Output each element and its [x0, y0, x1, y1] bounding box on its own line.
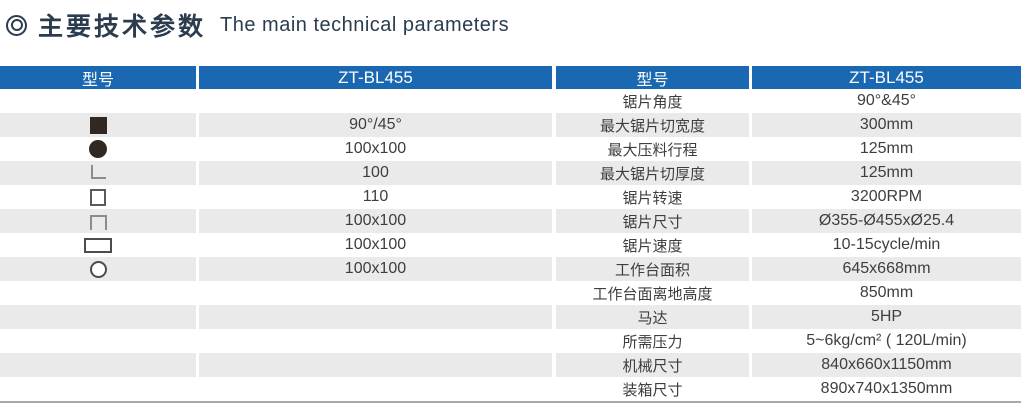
page-title-chinese: 主要技术参数 — [38, 13, 207, 41]
header-model-label-left: 型号 — [0, 66, 196, 89]
value-cell: 300mm — [752, 113, 1021, 137]
circle-outline-icon — [89, 260, 107, 278]
shape-cell — [0, 137, 196, 161]
value-cell: 125mm — [859, 140, 914, 157]
param-name-cell: 锯片角度 — [622, 93, 683, 111]
shape-cell — [0, 281, 196, 305]
table-header-row: 型号 ZT-BL455 型号 ZT-BL455 — [0, 66, 1021, 89]
param-name-cell: 马达 — [556, 305, 749, 329]
value-cell: 850mm — [859, 284, 914, 301]
parameters-table: 型号 ZT-BL455 型号 ZT-BL455 锯片角度 90°&45° 90°… — [0, 66, 1021, 403]
header-model-label-right: 型号 — [556, 66, 749, 89]
left-value-cell — [199, 281, 552, 305]
param-name-cell: 最大锯片切宽度 — [556, 113, 749, 137]
param-name-cell: 锯片速度 — [622, 237, 683, 255]
param-name-cell: 最大压料行程 — [607, 141, 698, 159]
table-row: 100x100 锯片速度 10-15cycle/min — [0, 233, 1021, 257]
shape-cell — [0, 209, 196, 233]
value-cell: 5HP — [752, 305, 1021, 329]
table-body: 锯片角度 90°&45° 90°/45° 最大锯片切宽度 300mm 100x1… — [0, 89, 1021, 401]
param-name-cell: 机械尺寸 — [556, 353, 749, 377]
param-name-cell: 工作台面离地高度 — [592, 285, 713, 303]
angle-icon — [90, 165, 106, 179]
double-circle-bullet-icon — [6, 14, 27, 36]
table-row: 锯片角度 90°&45° — [0, 89, 1021, 113]
table-row: 100x100 最大压料行程 125mm — [0, 137, 1021, 161]
left-value-cell — [199, 305, 552, 329]
section-title: 主要技术参数 The main technical parameters — [6, 7, 509, 43]
value-cell: 10-15cycle/min — [832, 236, 941, 253]
table-row: 工作台面离地高度 850mm — [0, 281, 1021, 305]
shape-cell — [0, 257, 196, 281]
param-name-cell: 锯片转速 — [622, 189, 683, 207]
table-row: 机械尺寸 840x660x1150mm — [0, 353, 1021, 377]
shape-cell — [0, 329, 196, 353]
left-value-cell: 90°/45° — [199, 113, 552, 137]
value-cell: 645x668mm — [752, 257, 1021, 281]
shape-cell — [0, 305, 196, 329]
left-value-cell: 100x100 — [199, 257, 552, 281]
square-filled-icon — [89, 116, 107, 134]
value-cell: 890x740x1350mm — [820, 380, 953, 397]
param-name-cell: 锯片尺寸 — [556, 209, 749, 233]
left-value-cell: 100x100 — [344, 140, 407, 157]
left-value-cell: 100x100 — [344, 236, 407, 253]
square-outline-icon — [90, 188, 106, 206]
page-title-english: The main technical parameters — [220, 13, 510, 36]
left-value-cell: 110 — [362, 188, 389, 205]
shape-cell — [0, 161, 196, 185]
table-row: 110 锯片转速 3200RPM — [0, 185, 1021, 209]
param-name-cell: 工作台面积 — [556, 257, 749, 281]
shape-cell — [0, 377, 196, 401]
double-circle-bullet-inner — [10, 19, 23, 31]
left-value-cell: 100x100 — [199, 209, 552, 233]
table-row: 100x100 锯片尺寸 Ø355-Ø455xØ25.4 — [0, 209, 1021, 233]
shape-cell — [0, 353, 196, 377]
left-value-cell — [199, 353, 552, 377]
table-row: 100 最大锯片切厚度 125mm — [0, 161, 1021, 185]
shape-cell — [0, 89, 196, 113]
left-value-cell — [199, 329, 552, 353]
table-row: 所需压力 5~6kg/cm² ( 120L/min) — [0, 329, 1021, 353]
value-cell: 5~6kg/cm² ( 120L/min) — [806, 332, 967, 349]
value-cell: 90°&45° — [856, 92, 917, 109]
header-model-value-right: ZT-BL455 — [752, 66, 1021, 89]
left-value-cell — [199, 377, 552, 401]
param-name-cell: 所需压力 — [622, 333, 683, 351]
table-row: 100x100 工作台面积 645x668mm — [0, 257, 1021, 281]
param-name-cell: 装箱尺寸 — [622, 381, 683, 399]
value-cell: 125mm — [752, 161, 1021, 185]
left-value-cell — [199, 89, 552, 113]
value-cell: Ø355-Ø455xØ25.4 — [752, 209, 1021, 233]
value-cell: 840x660x1150mm — [752, 353, 1021, 377]
shape-cell — [0, 233, 196, 257]
shape-cell — [0, 185, 196, 209]
header-model-value-left: ZT-BL455 — [199, 66, 552, 89]
circle-filled-icon — [89, 140, 107, 158]
shape-cell — [0, 113, 196, 137]
param-name-cell: 最大锯片切厚度 — [556, 161, 749, 185]
channel-icon — [89, 215, 107, 230]
table-row: 马达 5HP — [0, 305, 1021, 329]
table-row: 装箱尺寸 890x740x1350mm — [0, 377, 1021, 401]
value-cell: 3200RPM — [850, 188, 923, 205]
table-row: 90°/45° 最大锯片切宽度 300mm — [0, 113, 1021, 137]
left-value-cell: 100 — [199, 161, 552, 185]
rect-outline-icon — [84, 237, 112, 253]
